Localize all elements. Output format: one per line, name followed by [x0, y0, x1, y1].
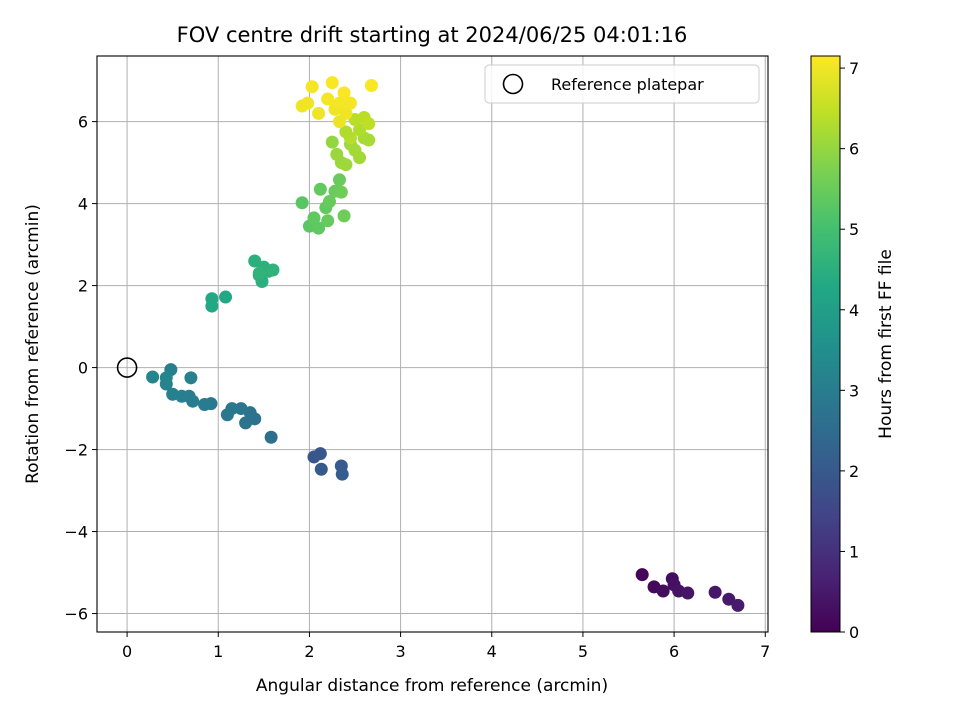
data-point — [252, 266, 266, 280]
data-point — [205, 299, 219, 313]
data-point — [321, 214, 335, 228]
data-point — [166, 387, 180, 401]
reference-platepar-marker — [116, 357, 138, 378]
data-point — [635, 568, 649, 582]
data-point — [343, 96, 357, 110]
data-point — [708, 585, 722, 599]
data-point — [312, 221, 326, 235]
data-point — [301, 96, 315, 110]
data-point — [322, 195, 336, 209]
data-point — [722, 592, 736, 606]
x-tick-label: 4 — [487, 642, 497, 661]
data-point — [312, 106, 326, 120]
y-tick-label: −4 — [64, 523, 88, 542]
scatter-points — [116, 76, 745, 612]
colorbar-tick-label: 2 — [849, 462, 859, 481]
data-point — [248, 254, 262, 268]
data-point — [333, 115, 347, 129]
data-point — [313, 182, 327, 196]
data-point — [333, 96, 347, 110]
data-point — [325, 135, 339, 149]
data-point — [146, 370, 160, 384]
x-tick-label: 5 — [578, 642, 588, 661]
y-tick-label: −6 — [64, 605, 88, 624]
data-point — [339, 125, 353, 139]
chart-title: FOV centre drift starting at 2024/06/25 … — [177, 23, 688, 47]
legend: Reference platepar — [484, 64, 760, 104]
data-point — [314, 462, 328, 476]
data-point — [198, 397, 212, 411]
data-point — [266, 263, 280, 277]
legend-marker-reference — [502, 73, 524, 95]
legend-box — [484, 64, 760, 104]
data-point — [159, 371, 173, 385]
data-point — [362, 133, 376, 147]
x-tick-label: 2 — [304, 642, 314, 661]
colorbar-tick-label: 7 — [849, 59, 859, 78]
y-axis-label: Rotation from reference (arcmin) — [23, 204, 43, 484]
x-tick-label: 1 — [213, 642, 223, 661]
data-point — [239, 416, 253, 430]
x-tick-label: 3 — [395, 642, 405, 661]
x-tick-label: 7 — [760, 642, 770, 661]
legend-label-reference: Reference platepar — [551, 75, 704, 94]
colorbar-tick-label: 4 — [849, 301, 859, 320]
y-tick-label: −2 — [64, 441, 88, 460]
data-point — [220, 408, 234, 422]
data-point — [325, 76, 339, 90]
data-point — [333, 173, 347, 187]
data-point — [264, 430, 278, 444]
data-point — [234, 402, 248, 416]
data-point — [656, 584, 670, 598]
data-point — [337, 209, 351, 223]
data-point — [219, 290, 233, 304]
x-tick-label: 6 — [669, 642, 679, 661]
colorbar-tick-label: 3 — [849, 381, 859, 400]
x-axis-label: Angular distance from reference (arcmin) — [256, 676, 608, 696]
colorbar-ticks: 0 1 2 3 4 5 6 7 — [840, 59, 859, 642]
data-point — [348, 113, 362, 127]
colorbar-tick-label: 1 — [849, 542, 859, 561]
y-tick-label: 2 — [78, 277, 88, 296]
axis-ticks: 0 1 2 3 4 5 6 7 −6 −4 −2 0 2 4 6 — [64, 113, 770, 661]
plot-frame — [96, 55, 769, 633]
grid — [97, 56, 768, 632]
data-point — [321, 92, 335, 106]
x-tick-label: 0 — [122, 642, 132, 661]
data-point — [353, 151, 367, 165]
colorbar — [810, 55, 841, 633]
colorbar-label: Hours from first FF file — [876, 249, 896, 439]
data-point — [364, 79, 378, 93]
colorbar-tick-label: 6 — [849, 140, 859, 159]
data-point — [353, 123, 367, 137]
colorbar-tick-label: 0 — [849, 623, 859, 642]
data-point — [305, 80, 319, 94]
y-tick-label: 6 — [78, 113, 88, 132]
data-point — [339, 158, 353, 172]
data-point — [731, 598, 745, 612]
data-point — [334, 185, 348, 199]
y-tick-label: 4 — [78, 195, 88, 214]
data-point — [362, 117, 376, 131]
data-point — [681, 586, 695, 600]
y-tick-label: 0 — [78, 359, 88, 378]
data-point — [313, 447, 327, 461]
data-point — [184, 371, 198, 385]
data-point — [335, 467, 349, 481]
colorbar-tick-label: 5 — [849, 220, 859, 239]
data-point — [307, 211, 321, 225]
data-point — [295, 196, 309, 210]
data-point — [337, 86, 351, 100]
